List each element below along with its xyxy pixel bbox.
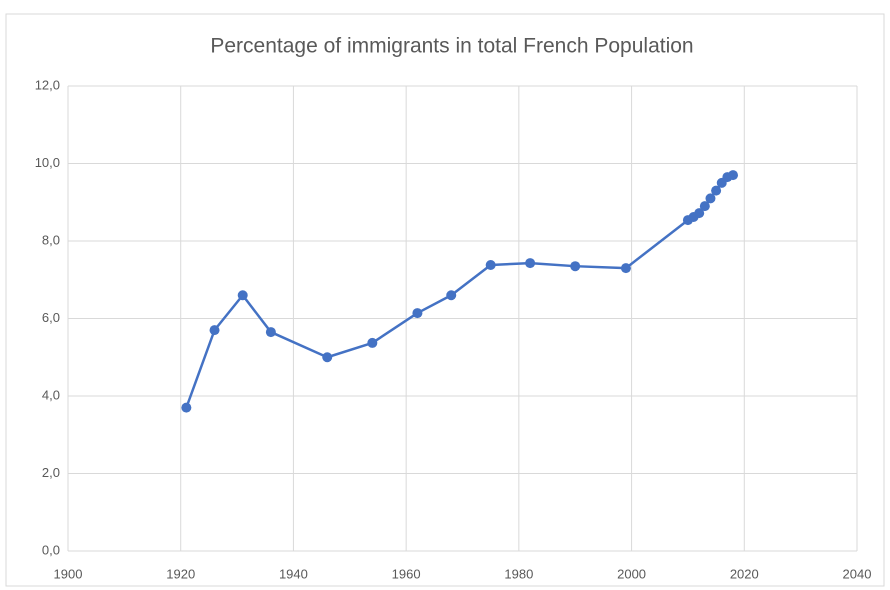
data-point [237,290,248,301]
data-point [620,263,631,274]
x-tick-label: 2040 [843,566,872,581]
x-tick-label: 1920 [166,566,195,581]
data-point [446,290,457,301]
x-tick-label: 1900 [54,566,83,581]
chart-frame [5,13,885,587]
data-point [485,260,496,271]
chart-title: Percentage of immigrants in total French… [210,35,693,58]
data-point [570,261,581,272]
y-tick-label: 2,0 [42,465,60,480]
data-point [367,337,378,348]
data-point [711,185,722,196]
x-tick-label: 1980 [504,566,533,581]
data-point [181,402,192,413]
data-point [694,208,705,219]
x-tick-label: 2020 [730,566,759,581]
y-tick-label: 0,0 [42,542,60,557]
data-point [265,327,276,338]
x-tick-label: 1960 [392,566,421,581]
x-tick-label: 2000 [617,566,646,581]
y-tick-label: 4,0 [42,387,60,402]
y-tick-label: 10,0 [35,155,60,170]
x-tick-label: 1940 [279,566,308,581]
y-tick-label: 12,0 [35,77,60,92]
data-point [699,201,710,212]
y-tick-label: 6,0 [42,310,60,325]
y-tick-label: 8,0 [42,232,60,247]
data-point [705,193,716,204]
data-point [322,352,333,363]
data-point [209,325,220,336]
data-point [728,170,739,181]
data-point [412,308,423,319]
data-point [525,258,536,269]
